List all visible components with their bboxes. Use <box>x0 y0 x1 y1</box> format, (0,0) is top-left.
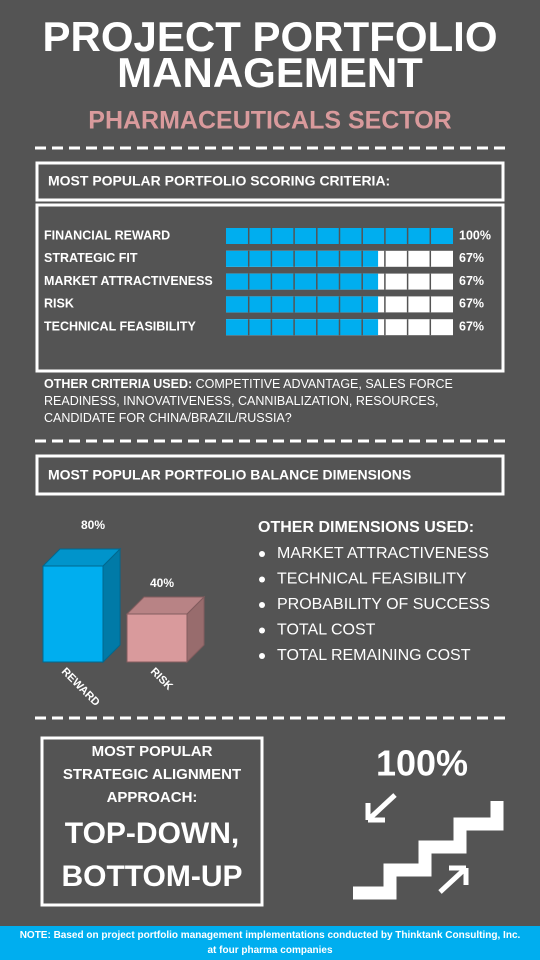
value-label: 40% <box>150 576 174 590</box>
dimension-item: PROBABILITY OF SUCCESS <box>277 596 490 613</box>
value-label: 80% <box>81 518 105 532</box>
stairs <box>353 801 504 900</box>
bullet <box>259 627 265 634</box>
approach: BOTTOM-UP <box>61 860 242 893</box>
bullet <box>259 576 265 583</box>
bullet <box>259 551 265 557</box>
arrow <box>438 865 469 894</box>
bullet <box>259 653 265 659</box>
category-label: RISK <box>148 666 175 693</box>
boxes <box>35 161 505 907</box>
value-label: 67% <box>459 274 484 288</box>
value-label: 100% <box>459 228 491 242</box>
bar-side <box>102 547 121 664</box>
other-criteria: OTHER CRITERIA USED: COMPETITIVE ADVANTA… <box>44 376 506 427</box>
alignment-heading: APPROACH: <box>107 789 198 806</box>
label: OTHER CRITERIA USED: <box>44 377 193 391</box>
dimension-item: TOTAL REMAINING COST <box>277 647 471 664</box>
note: NOTE: Based on project portfolio managem… <box>0 926 540 960</box>
box <box>35 161 505 202</box>
bullet <box>259 602 265 608</box>
category-label: FINANCIAL REWARD <box>44 228 170 242</box>
alignment-heading: MOST POPULAR <box>92 743 213 760</box>
title-line: MANAGEMENT <box>117 49 423 96</box>
dividers <box>35 146 505 720</box>
approach: TOP-DOWN, <box>65 817 239 850</box>
bar <box>42 565 104 663</box>
category-label: REWARD <box>59 666 102 709</box>
dimension-item: MARKET ATTRACTIVENESS <box>277 545 489 562</box>
dimensions-heading: OTHER DIMENSIONS USED: <box>258 519 474 536</box>
box <box>35 454 505 496</box>
text: COMPETITIVE ADVANTAGE, SALES FORCE READI… <box>44 377 453 425</box>
value-label: 67% <box>459 319 484 333</box>
alignment-heading: STRATEGIC ALIGNMENT <box>63 766 241 783</box>
title-line: PROJECT PORTFOLIO <box>42 13 497 60</box>
value-label: 67% <box>459 251 484 265</box>
category-label: RISK <box>44 297 74 311</box>
box <box>35 203 505 373</box>
category-label: STRATEGIC FIT <box>44 251 138 265</box>
subtitle: PHARMACEUTICALS SECTOR <box>88 107 451 135</box>
share: 100% <box>376 743 468 784</box>
section-title: MOST POPULAR PORTFOLIO BALANCE DIMENSION… <box>48 467 411 483</box>
dimension-item: TECHNICAL FEASIBILITY <box>277 571 467 588</box>
bar <box>126 613 188 663</box>
stairs-icon <box>353 793 504 900</box>
box <box>40 736 264 907</box>
section-title: MOST POPULAR PORTFOLIO SCORING CRITERIA: <box>48 173 390 189</box>
value-label: 67% <box>459 297 484 311</box>
arrow <box>365 793 397 823</box>
category-label: TECHNICAL FEASIBILITY <box>44 319 197 333</box>
dimension-item: TOTAL COST <box>277 622 376 639</box>
category-label: MARKET ATTRACTIVENESS <box>44 274 213 288</box>
